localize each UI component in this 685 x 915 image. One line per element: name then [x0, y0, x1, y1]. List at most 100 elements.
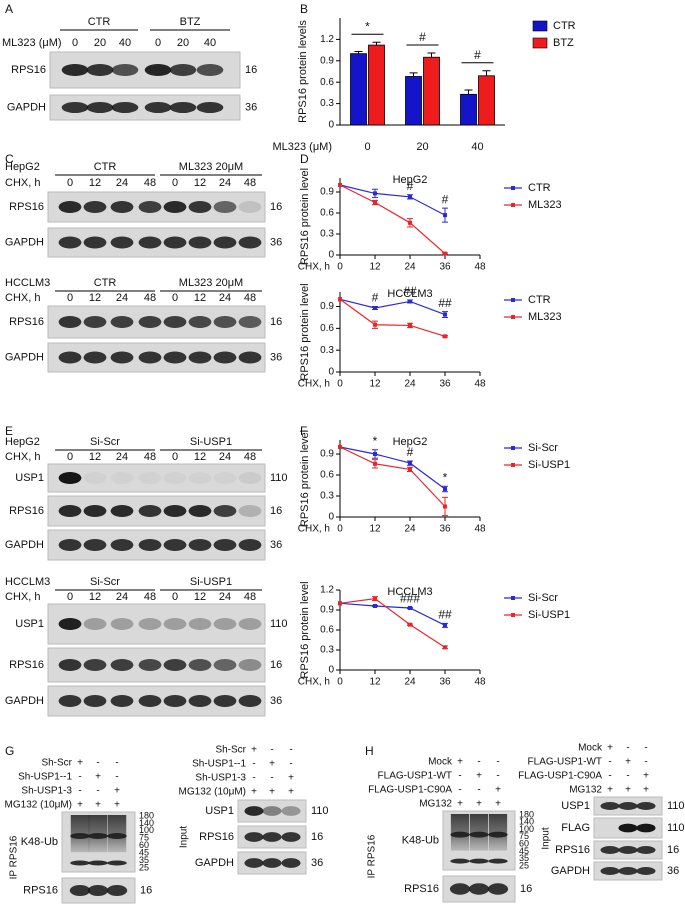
y-axis-label: RPS16 protein level: [299, 430, 311, 527]
point: [443, 213, 447, 218]
band: [213, 316, 237, 328]
ladder-label: 140: [519, 817, 534, 827]
band: [83, 618, 107, 630]
dose-label: CHX, h: [5, 292, 40, 304]
band: [618, 867, 638, 875]
ladder-label: 35: [139, 855, 149, 865]
x-tick-label: 48: [474, 379, 486, 390]
y-tick-label: 0.3: [320, 491, 334, 502]
point: [338, 297, 342, 302]
error-bar: [409, 72, 418, 77]
panel-letter: D: [300, 152, 309, 166]
point: [373, 191, 377, 196]
mw-label: 16: [245, 64, 257, 76]
band: [163, 618, 187, 630]
row-label: GAPDH: [5, 236, 44, 248]
treatment-mark: +: [607, 743, 613, 754]
row-label: RPS16: [404, 883, 439, 895]
lane-label: 48: [144, 177, 156, 189]
bar: [350, 53, 367, 126]
band: [238, 618, 262, 630]
band: [58, 695, 82, 707]
treatment-mark: +: [288, 773, 294, 784]
x-axis-label: CHX, h: [298, 677, 330, 688]
band: [618, 823, 638, 833]
bar: [423, 56, 440, 126]
mw-label: 16: [667, 844, 679, 856]
point: [373, 452, 377, 456]
ladder-label: 180: [139, 810, 154, 820]
x-tick-label: 0: [337, 379, 343, 390]
band: [618, 802, 638, 810]
y-tick-label: 0.6: [320, 77, 334, 88]
y-axis-label: RPS16 protein level: [299, 283, 311, 380]
band: [213, 695, 237, 707]
y-tick-label: 0.9: [320, 187, 334, 198]
band: [58, 505, 82, 517]
treatment-label: Sh-Scr: [215, 745, 246, 756]
panel-letter: F: [300, 424, 307, 438]
band: [188, 695, 212, 707]
band: [468, 883, 490, 895]
band: [196, 64, 224, 76]
mw-label: 16: [311, 831, 323, 843]
panel-letter: A: [5, 2, 13, 16]
row-label: GAPDH: [5, 351, 44, 363]
band: [83, 659, 107, 671]
y-tick-label: 0: [328, 512, 334, 523]
point: [373, 306, 377, 310]
point: [408, 622, 412, 627]
row-label: GAPDH: [5, 539, 44, 551]
treatment-label: FLAG-USP1-WT: [378, 771, 452, 782]
point: [443, 312, 447, 317]
band: [69, 885, 91, 896]
band: [238, 539, 262, 551]
ladder-label: 100: [519, 824, 534, 834]
legend-label: CTR: [528, 294, 551, 306]
chart-title: HCCLM3: [387, 288, 432, 300]
row-label: RPS16: [555, 844, 590, 856]
band: [600, 846, 620, 854]
group-label: Si-USP1: [190, 576, 232, 588]
treatment-mark: -: [458, 771, 461, 782]
treatment-mark: -: [626, 743, 629, 754]
row-label: RPS16: [9, 316, 44, 328]
legend-marker: [511, 203, 515, 207]
x-tick-label: 0: [337, 524, 343, 535]
band: [636, 867, 656, 875]
point: [373, 322, 377, 327]
lane-label: 0: [172, 292, 178, 304]
treatment-mark: -: [115, 758, 118, 769]
panel-letter: H: [365, 744, 374, 758]
band: [213, 236, 237, 249]
legend-label: CTR: [528, 182, 551, 194]
band: [281, 806, 301, 816]
mw-label: 36: [311, 857, 323, 869]
point: [373, 200, 377, 205]
series-line: [339, 446, 446, 490]
legend-label: Si-Scr: [528, 442, 558, 454]
x-tick-label: 0: [337, 262, 343, 273]
cell-line: HepG2: [5, 161, 40, 173]
mw-label: 110: [667, 822, 685, 834]
treatment-label: Sh-Scr: [41, 758, 72, 769]
y-tick-label: 1.2: [320, 585, 334, 596]
band: [469, 858, 489, 864]
lane-label: 48: [244, 451, 256, 463]
treatment-label: Mock: [578, 743, 603, 754]
x-tick-label: 20: [416, 141, 428, 153]
band: [138, 539, 162, 551]
lane-label: 24: [116, 292, 128, 304]
treatment-mark: -: [477, 757, 480, 768]
annotation: *: [365, 19, 370, 33]
x-tick-label: 12: [369, 262, 381, 273]
y-tick-label: 0.6: [320, 208, 334, 219]
annotation: #: [407, 445, 414, 459]
annotation: ###: [400, 592, 420, 606]
lane-label: 0: [72, 37, 78, 49]
band: [449, 883, 471, 895]
band: [163, 316, 187, 328]
x-tick-label: 36: [439, 379, 451, 390]
band: [58, 539, 82, 551]
